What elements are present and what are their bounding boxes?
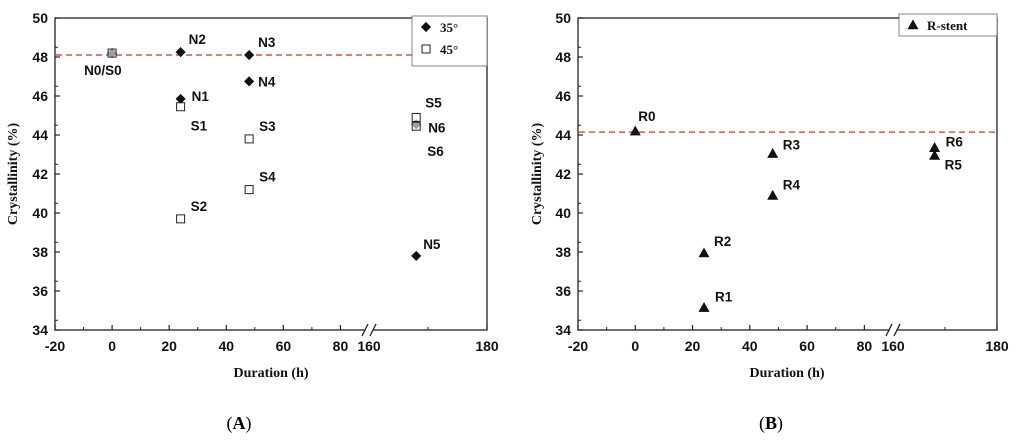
y-tick-label: 36 [32,283,48,299]
x-tick-label: 80 [857,338,873,354]
x-axis-title: Duration (h) [233,366,308,381]
data-label: R5 [945,157,963,172]
data-point [629,125,641,136]
data-label: N6 [428,120,446,135]
data-label: R6 [946,135,964,150]
data-point [929,149,941,160]
data-point [244,185,254,195]
data-label: N3 [258,35,276,50]
plot-frame [577,17,998,331]
data-label: N2 [189,32,206,47]
data-point [107,48,117,58]
data-point [767,189,779,200]
y-tick-label: 42 [555,166,571,182]
x-tick-label: 20 [161,338,177,354]
y-tick-label: 38 [555,244,571,260]
x-tick-label: 0 [108,338,116,354]
data-label: N0/S0 [84,63,122,78]
legend-label: R-stent [927,18,968,33]
x-tick-label: 20 [685,338,701,354]
legend-marker [907,19,919,30]
data-label: S1 [191,119,208,134]
x-tick-label: -20 [568,338,588,354]
legend-box [898,13,998,37]
panel-label: (A) [227,413,252,434]
data-point [176,102,186,112]
axis-break-gap [889,323,897,337]
y-tick-label: 50 [555,10,571,26]
data-label: S5 [425,95,442,110]
data-point [929,142,941,152]
data-point [244,134,254,144]
axis-break-mark [885,323,893,337]
y-tick-label: 38 [32,244,48,260]
y-tick-label: 34 [32,322,48,338]
y-tick-label: 44 [555,127,571,143]
data-label: R0 [638,109,655,124]
data-label: N4 [258,74,276,89]
data-label: R4 [783,177,801,192]
y-tick-label: 50 [32,10,48,26]
data-label: N1 [192,89,210,104]
data-label: S4 [259,170,276,185]
x-tick-label: 160 [881,338,905,354]
x-tick-label: 40 [742,338,758,354]
x-tick-label: 180 [985,338,1009,354]
data-point [411,121,421,131]
data-label: R2 [714,234,731,249]
data-point [244,49,255,61]
x-tick-label: 40 [218,338,234,354]
x-tick-label: 180 [475,338,499,354]
y-tick-label: 34 [555,322,571,338]
data-label: N5 [423,237,441,252]
y-tick-label: 48 [555,49,571,65]
data-point [176,214,186,224]
data-point [175,93,186,104]
x-tick-label: 0 [631,338,639,354]
data-point [411,112,421,122]
legend-marker [420,21,432,33]
legend-label: 45° [440,42,458,57]
data-label: R1 [715,290,733,305]
x-tick-label: 60 [276,338,292,354]
data-point [698,301,710,312]
panel-label: (B) [759,413,783,434]
x-axis-title: Duration (h) [749,366,824,381]
y-tick-label: 42 [32,166,48,182]
axis-break-gap [365,323,373,337]
x-tick-label: -20 [45,338,65,354]
axis-break-mark [893,323,901,337]
data-point [698,247,710,258]
data-point [244,76,255,87]
y-tick-label: 48 [32,49,48,65]
x-tick-label: 60 [799,338,815,354]
data-point [767,147,779,158]
data-label: S2 [191,199,208,214]
axis-break-mark [361,323,369,337]
data-label: S6 [427,144,444,159]
data-label: R3 [783,138,801,153]
y-tick-label: 40 [555,205,571,221]
y-axis-title: Crystallinity (%) [530,123,545,226]
y-tick-label: 46 [555,88,571,104]
y-tick-label: 40 [32,205,48,221]
y-tick-label: 44 [32,127,48,143]
x-tick-label: 80 [333,338,349,354]
y-axis-title: Crystallinity (%) [6,123,21,226]
legend-marker [421,44,431,54]
y-tick-label: 46 [32,88,48,104]
chart-panel-a: 34 36 38 40 42 44 46 48 50 -20 0 20 40 60 80 160 180 Crys… [6,10,499,434]
axis-break-mark [369,323,377,337]
data-point [175,47,186,58]
data-label: S3 [259,119,276,134]
y-tick-label: 36 [555,283,571,299]
legend-label: 35° [440,20,458,35]
x-tick-label: 160 [357,338,381,354]
chart-panel-b: 34 36 38 40 42 44 46 48 50 -20 0 20 40 60 80 160 180 Crys… [530,10,1009,434]
data-point [411,250,422,261]
